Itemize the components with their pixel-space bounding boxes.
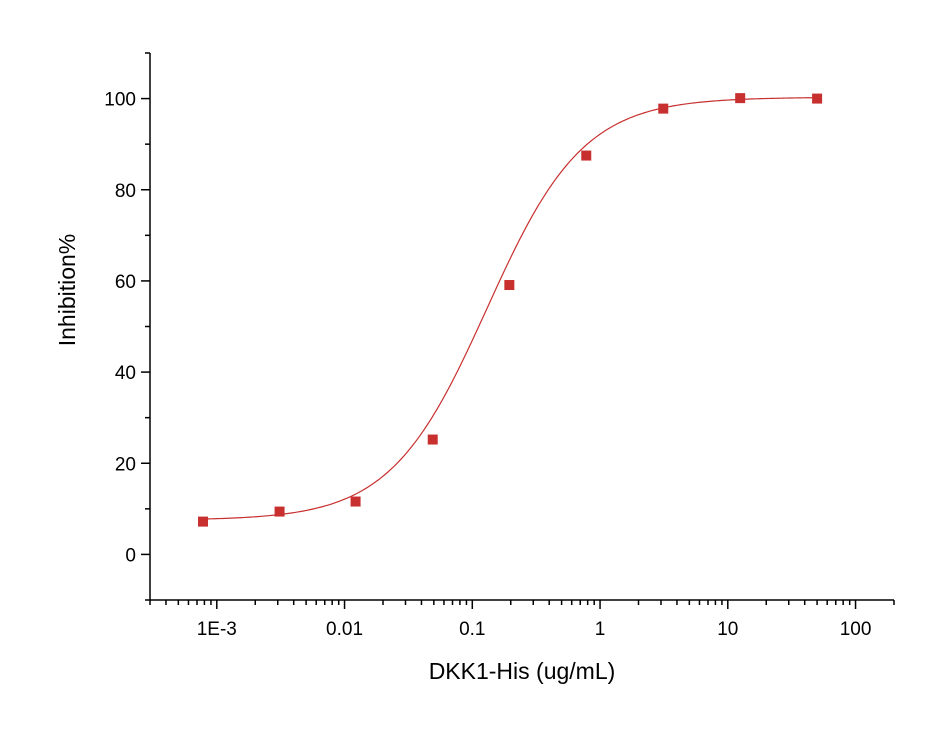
axes [149,53,894,601]
data-point [735,93,746,104]
x-axis-ticks: 1E-3 0.01 0.1 1 10 100 [149,600,895,640]
x-tick-label: 1 [595,619,606,640]
y-tick-label: 40 [115,363,136,384]
data-point [198,516,209,527]
y-tick-label: 60 [115,272,136,293]
x-tick-label: 0.01 [326,619,363,640]
data-point [812,93,823,104]
data-point [427,434,438,445]
data-point [274,506,285,517]
x-axis-title: DKK1-His (ug/mL) [429,658,616,684]
data-point [658,103,669,114]
x-tick-label: 100 [840,619,872,640]
fit-curve [202,97,818,520]
data-point [581,150,592,161]
fit-curve-layer [202,97,818,520]
y-tick-label: 0 [125,545,136,566]
y-tick-label: 80 [115,181,136,202]
x-tick-label: 0.1 [459,619,485,640]
data-point [350,496,361,507]
y-tick-label: 20 [115,454,136,475]
x-tick-label: 10 [717,619,738,640]
data-point [504,280,515,291]
data-points [198,93,823,527]
y-axis-ticks: 0 20 40 60 80 100 [104,52,150,601]
y-axis-title: Inhibition% [54,234,80,347]
y-tick-label: 100 [104,90,136,111]
x-tick-label: 1E-3 [197,619,237,640]
